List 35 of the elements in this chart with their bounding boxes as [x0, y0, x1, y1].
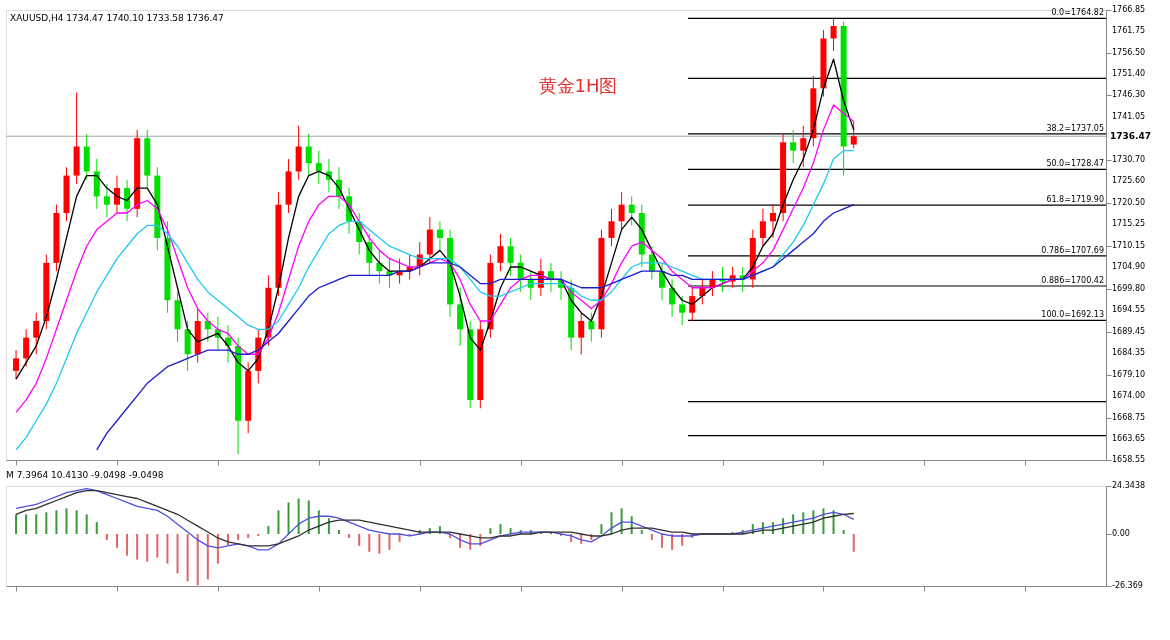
y-tick-label: 0.00 [1112, 529, 1130, 538]
annotation: XAUUSD,H4 1734.47 1740.10 1733.58 1736.47 [10, 13, 224, 23]
y-tick-label: 1694.55 [1112, 305, 1146, 315]
y-tick-label: 24.3438 [1112, 481, 1146, 490]
y-tick-label: 1751.40 [1112, 69, 1146, 79]
y-tick-label: 1720.50 [1112, 197, 1146, 207]
ref-line-label: 100.0=1692.13 [1041, 310, 1104, 320]
y-tick-label: 1674.00 [1112, 390, 1146, 400]
y-tick-label: 1710.15 [1112, 240, 1146, 250]
y-tick-label: 1715.25 [1112, 219, 1146, 229]
ref-line-label: 0.0=1764.82 [1051, 8, 1104, 18]
y-tick-label: 1668.75 [1112, 412, 1146, 422]
y-tick-label: 1761.75 [1112, 26, 1146, 36]
y-tick-label: 1746.30 [1112, 90, 1146, 100]
chart-title: M 7.3964 10.4130 -9.0498 -9.0498 [6, 470, 164, 480]
y-tick-label: 1704.90 [1112, 262, 1146, 272]
y-tick-label: -26.369 [1112, 581, 1143, 590]
ref-line-label: 0.786=1707.69 [1041, 245, 1104, 255]
y-tick-label: 1741.05 [1112, 112, 1146, 122]
y-tick-label: 1725.60 [1112, 176, 1146, 186]
y-tick-label: 1730.70 [1112, 155, 1146, 165]
y-tick-label: 1684.35 [1112, 347, 1146, 357]
y-tick-label: 1679.10 [1112, 369, 1146, 379]
ref-line-label: 50.0=1728.47 [1046, 159, 1104, 169]
y-tick-label: 1756.50 [1112, 48, 1146, 58]
ref-line-label: 38.2=1737.05 [1046, 123, 1104, 133]
ref-line-label: 61.8=1719.90 [1046, 195, 1104, 205]
y-tick-label: 1689.45 [1112, 326, 1146, 336]
ref-line-label: 1736.47 [1110, 131, 1151, 142]
y-tick-label: 1663.65 [1112, 433, 1146, 443]
y-tick-label: 1658.55 [1112, 455, 1146, 464]
y-tick-label: 1766.85 [1112, 5, 1146, 14]
annotation: 黄金1H图 [538, 74, 618, 96]
ref-line-label: 0.886=1700.42 [1041, 276, 1104, 286]
y-tick-label: 1699.80 [1112, 283, 1146, 293]
